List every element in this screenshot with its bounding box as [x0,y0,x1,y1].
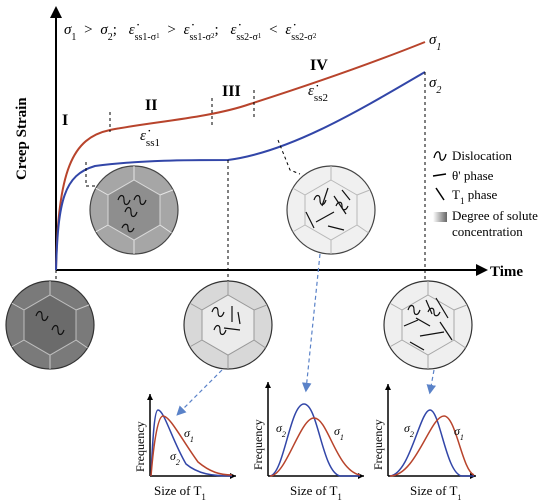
stage-iii-label: III [222,83,241,100]
main-axes: Creep Strain Time [14,6,523,280]
panel1-s1: σ1 [184,426,194,444]
h-s2: σ [100,22,108,38]
dislocation-icon [433,151,447,161]
panel1-sigma1-curve [150,415,233,477]
panel3-sigma2-curve [389,409,474,477]
sigma1-curve-label: σ1 [429,32,441,53]
panel2-s2: σ2 [276,421,286,439]
h-e2-sub2: 2 [211,32,215,40]
h-lt: < [269,22,277,38]
microstructure-stage-iv [286,165,376,255]
rate-ss1-label: ε̇ss1 [140,128,160,149]
stage-iv-label: IV [310,57,328,74]
stage-separators [109,90,255,132]
h-s1-sub: 1 [71,32,76,43]
sigma2-curve-label: σ2 [429,75,441,96]
h-e2-sub: ss1-σ [190,32,212,43]
distribution-arrows [176,253,437,416]
x-axis-arrow [476,264,488,276]
y-axis-label: Creep Strain [14,97,30,180]
h-e3-sub: ss2-σ [236,32,258,43]
svg-text:σ1 > σ2; ε̇s: σ1 > σ2; ε̇ss1-σ1 > ε̇ss1-σ2; ε̇ss2-σ1 <… [64,22,317,43]
x-axis-label: Time [490,264,523,280]
panel2-sigma2-curve [269,403,360,477]
legend-solute-label: Degree of solute [452,208,538,223]
panel3-ylabel: Frequency [371,419,385,470]
panel2-sigma1-curve [269,417,361,477]
guide-lines [55,72,426,282]
y-axis-arrow [50,6,62,18]
legend-t1-label: T1 phase [452,187,498,206]
panel1-s2: σ2 [170,449,180,467]
sigma1-creep-curve [55,41,426,271]
h-gt2: > [167,22,175,38]
h-e1-sub2: 1 [156,32,160,40]
h-e2: ε̇ [184,22,195,38]
t1-phase-icon [435,187,445,201]
microstructure-final [383,280,473,370]
legend-dislocation-label: Dislocation [452,148,512,163]
legend-solute-label2: concentration [452,224,523,239]
h-e3-sub2: 1 [258,32,262,40]
panel2-s1: σ1 [334,424,344,442]
panel3-s1: σ1 [454,424,464,442]
solute-gradient-icon [433,212,447,222]
microstructure-stage-ii [89,165,179,255]
panel3-s2: σ2 [404,421,414,439]
h-e4: ε̇ [285,22,296,38]
h-sep2: ; [215,22,219,38]
stage-ii-label: II [145,97,157,114]
h-s1: σ [64,22,72,38]
legend-theta-label: θ' phase [452,168,494,183]
h-e4-sub2: 2 [313,32,317,40]
rate-ss2-label: ε̇ss2 [308,83,328,104]
distribution-panel-2: Frequency Size of T1 σ2 σ1 [251,382,364,502]
header-equation: σ1 > σ2; ε̇ss1-σ1 > ε̇ss1-σ2; ε̇ss2-σ1 <… [64,22,317,43]
theta-phase-icon [432,173,447,177]
stage-i-label: I [62,112,68,129]
panel2-ylabel: Frequency [251,419,265,470]
h-e1: ε̇ [129,22,140,38]
distribution-panel-3: Frequency Size of T1 σ2 σ1 [371,384,476,502]
microstructure-stage-iii [183,280,273,370]
sigma2-creep-curve [55,71,426,271]
legend: Dislocation θ' phase T1 phase Degree of … [432,148,538,239]
h-s2-sub: 2 [108,32,113,43]
panel1-sigma2-curve [150,409,233,477]
panel2-xlabel: Size of T1 [290,483,342,502]
microstructure-initial [5,280,95,370]
panel1-ylabel: Frequency [133,421,147,472]
panel1-xlabel: Size of T1 [154,483,206,502]
distribution-panel-1: Frequency Size of T1 σ1 σ2 [133,394,236,502]
h-e4-sub: ss2-σ [291,32,313,43]
panel3-sigma1-curve [389,415,475,477]
h-e1-sub: ss1-σ [135,32,157,43]
panel3-xlabel: Size of T1 [410,483,461,502]
h-gt: > [84,22,92,38]
h-e3: ε̇ [230,22,241,38]
h-sep1: ; [113,22,117,38]
